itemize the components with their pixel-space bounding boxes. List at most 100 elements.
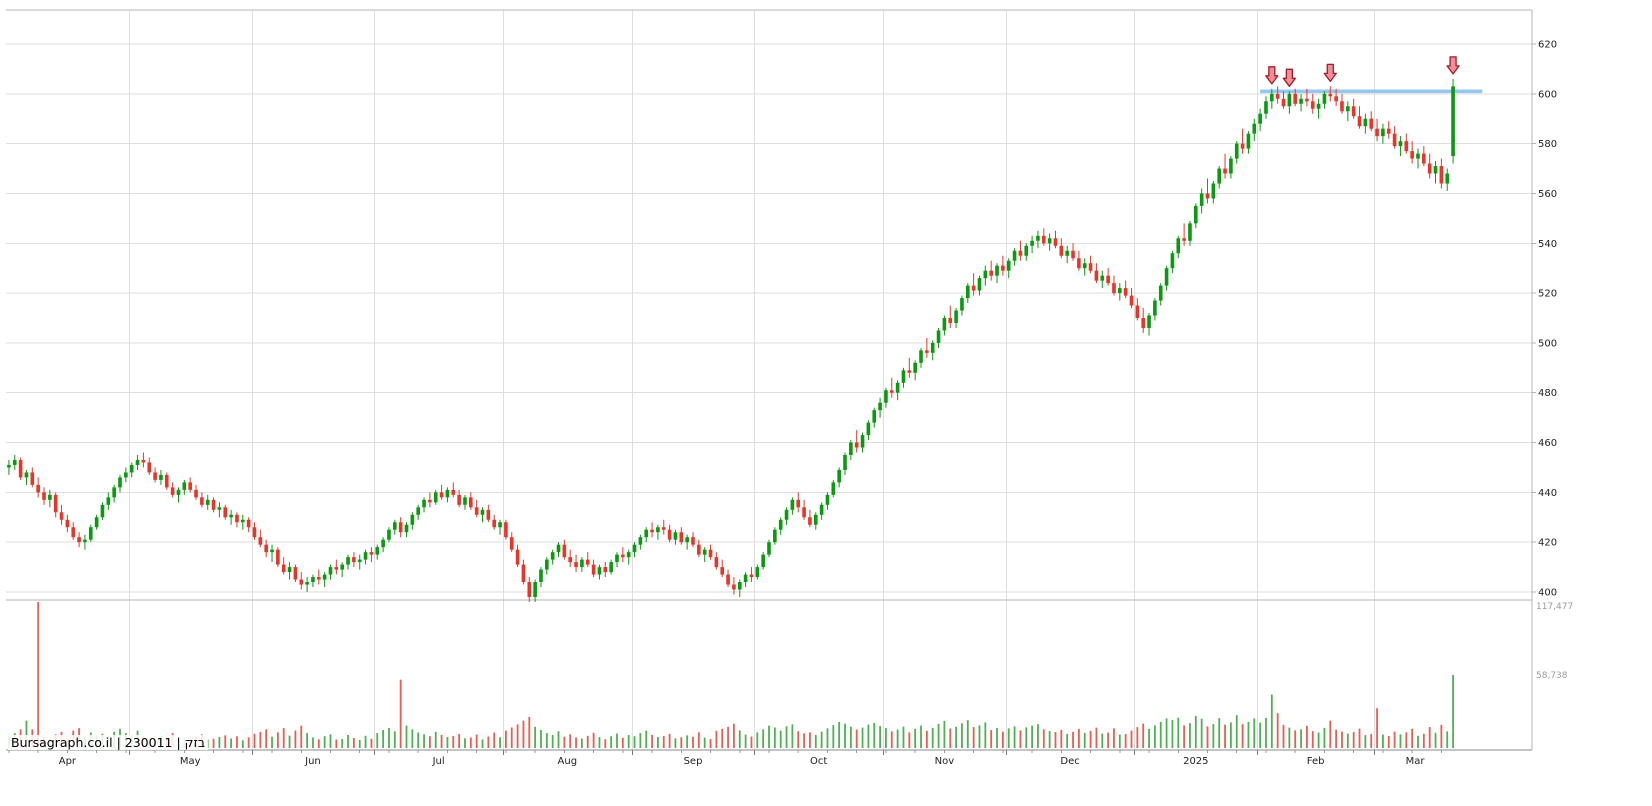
candle bbox=[170, 482, 175, 498]
candle bbox=[691, 532, 695, 548]
volume-bar bbox=[1048, 731, 1051, 748]
volume-bar bbox=[1352, 732, 1355, 748]
volume-bar bbox=[581, 738, 583, 748]
volume-bar bbox=[464, 738, 466, 748]
volume-bar bbox=[855, 729, 858, 748]
volume-bar bbox=[1446, 731, 1449, 748]
candle bbox=[644, 527, 649, 543]
candle bbox=[404, 522, 409, 538]
volume-bar bbox=[312, 737, 314, 748]
volume-bar bbox=[1218, 718, 1221, 748]
candle bbox=[1293, 88, 1298, 107]
x-axis-label: Aug bbox=[558, 756, 578, 767]
volume-bar bbox=[873, 722, 876, 748]
candle bbox=[235, 512, 239, 528]
candle bbox=[936, 327, 941, 348]
volume-bar bbox=[1107, 732, 1110, 748]
y-axis-label: 400 bbox=[1538, 588, 1557, 599]
candle bbox=[796, 492, 801, 513]
volume-bar bbox=[510, 727, 513, 748]
candle bbox=[673, 529, 678, 545]
volume-bar bbox=[545, 733, 548, 748]
volume-bar bbox=[610, 736, 613, 748]
candle bbox=[1416, 148, 1420, 169]
volume-bar bbox=[452, 736, 455, 748]
candle bbox=[1182, 223, 1186, 246]
volume-bar bbox=[212, 738, 215, 748]
candle bbox=[632, 542, 637, 558]
volume-bar bbox=[393, 731, 396, 748]
volume-bar bbox=[885, 728, 887, 748]
candle bbox=[100, 502, 105, 520]
candle bbox=[808, 509, 812, 528]
x-axis-label: Jul bbox=[432, 756, 445, 767]
candle bbox=[281, 557, 286, 575]
volume-bar bbox=[575, 737, 577, 748]
candle bbox=[1071, 243, 1075, 261]
volume-bar bbox=[563, 736, 566, 748]
candle bbox=[1340, 93, 1344, 114]
candle bbox=[574, 554, 578, 573]
volume-bar bbox=[797, 731, 800, 748]
candle bbox=[381, 537, 385, 553]
volume-bar bbox=[651, 734, 653, 748]
volume-bar bbox=[1300, 729, 1302, 748]
candle bbox=[661, 519, 666, 535]
x-axis-label: May bbox=[180, 756, 201, 767]
volume-mid-label: 58,738 bbox=[1536, 671, 1568, 681]
volume-group bbox=[8, 602, 1454, 748]
y-axis-label: 540 bbox=[1538, 239, 1557, 250]
candle bbox=[1246, 131, 1251, 154]
volume-bar bbox=[1031, 725, 1034, 748]
volume-bar bbox=[1177, 717, 1180, 748]
candle bbox=[1258, 108, 1262, 132]
volume-bar bbox=[697, 732, 700, 748]
volume-bar bbox=[1072, 731, 1074, 748]
volume-bar bbox=[1294, 730, 1297, 748]
down-arrow-icon bbox=[1282, 68, 1297, 87]
candle bbox=[1223, 153, 1227, 179]
candle bbox=[463, 494, 467, 510]
candle bbox=[1386, 121, 1391, 139]
volume-bar bbox=[1165, 718, 1168, 748]
y-axis-label: 520 bbox=[1538, 289, 1557, 300]
candle bbox=[509, 532, 514, 553]
volume-bar bbox=[1224, 724, 1226, 748]
candle bbox=[977, 275, 982, 296]
volume-bar bbox=[961, 723, 963, 748]
volume-bar bbox=[674, 738, 677, 748]
volume-bar bbox=[598, 737, 601, 748]
volume-bar bbox=[37, 602, 40, 748]
volume-bar bbox=[1376, 708, 1378, 748]
candle bbox=[88, 524, 93, 543]
candle bbox=[276, 547, 280, 568]
candle bbox=[445, 487, 450, 503]
volume-bar bbox=[1136, 727, 1139, 748]
volume-bar bbox=[253, 733, 256, 748]
volume-bar bbox=[224, 735, 227, 748]
candle bbox=[1112, 275, 1116, 296]
month-grid bbox=[8, 10, 1442, 755]
candle bbox=[1281, 91, 1286, 109]
volume-bar bbox=[1001, 731, 1004, 748]
volume-bar bbox=[996, 728, 998, 748]
candle bbox=[486, 504, 491, 523]
volume-bar bbox=[966, 720, 969, 748]
candle bbox=[568, 549, 573, 568]
candle bbox=[1310, 93, 1315, 114]
candle bbox=[1229, 156, 1233, 179]
volume-bar bbox=[516, 724, 519, 748]
candle bbox=[118, 474, 122, 493]
volume-bar bbox=[1247, 721, 1250, 748]
candle bbox=[124, 467, 128, 483]
volume-bar bbox=[867, 724, 870, 748]
candle bbox=[94, 514, 99, 530]
volume-bar bbox=[288, 735, 291, 748]
candle bbox=[416, 504, 421, 520]
volume-bar bbox=[1452, 675, 1454, 748]
candle bbox=[650, 522, 654, 538]
month-labels: Apr May Jun Jul Aug Sep Oct Nov Dec 2025 Feb Mar bbox=[59, 756, 1426, 767]
volume-bar bbox=[1054, 732, 1057, 748]
volume-bar bbox=[657, 737, 659, 748]
